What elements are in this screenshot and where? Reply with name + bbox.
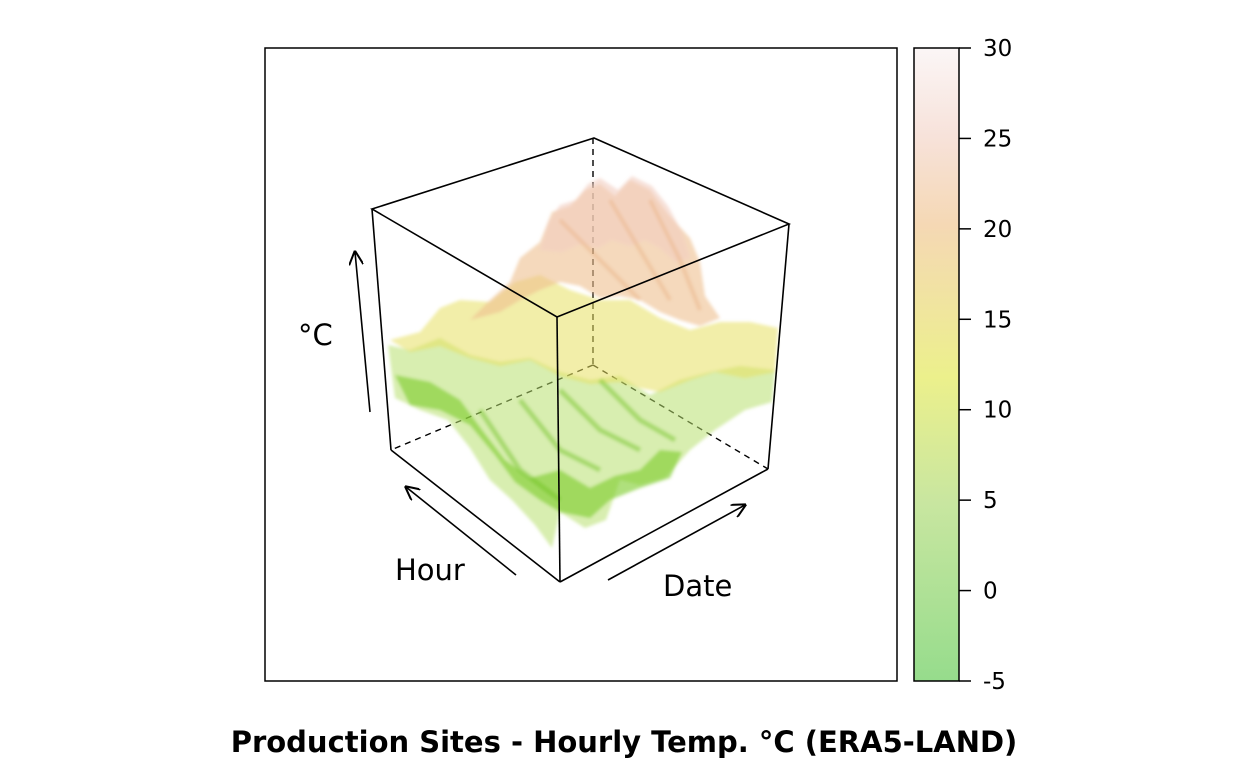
colorbar-tick-label: 0 bbox=[983, 579, 998, 605]
surface-streaks-orange bbox=[558, 198, 702, 311]
colorbar-tick-label: 30 bbox=[983, 36, 1012, 62]
colorbar-tick-label: 10 bbox=[983, 398, 1012, 424]
z-axis-label: °C bbox=[298, 318, 333, 352]
box-visible-edges bbox=[370, 137, 792, 583]
surface-layer-green-low bbox=[388, 338, 775, 548]
y-axis-arrow bbox=[406, 487, 517, 576]
surface-layer-pink bbox=[540, 176, 690, 262]
surface-streaks bbox=[477, 378, 677, 502]
colorbar-tick-label: 5 bbox=[983, 488, 998, 514]
colorbar-tick-label: 20 bbox=[983, 217, 1012, 243]
colorbar-ticks: 30 25 20 15 10 5 0 -5 bbox=[959, 36, 1012, 695]
y-axis-label: Hour bbox=[395, 553, 465, 587]
surface-layer-green-mid bbox=[395, 375, 682, 518]
x-axis-label: Date bbox=[663, 569, 732, 603]
colorbar-tick-label: 25 bbox=[983, 126, 1012, 152]
chart-title: Production Sites - Hourly Temp. °C (ERA5… bbox=[231, 725, 1018, 759]
colorbar-tick-label: 15 bbox=[983, 307, 1012, 333]
temperature-surface bbox=[388, 176, 778, 548]
z-axis-arrow bbox=[355, 252, 371, 413]
plot-frame bbox=[264, 47, 898, 682]
x-axis-arrow bbox=[607, 505, 745, 581]
colorbar-tick-label: -5 bbox=[983, 669, 1006, 695]
colorbar bbox=[913, 47, 960, 682]
